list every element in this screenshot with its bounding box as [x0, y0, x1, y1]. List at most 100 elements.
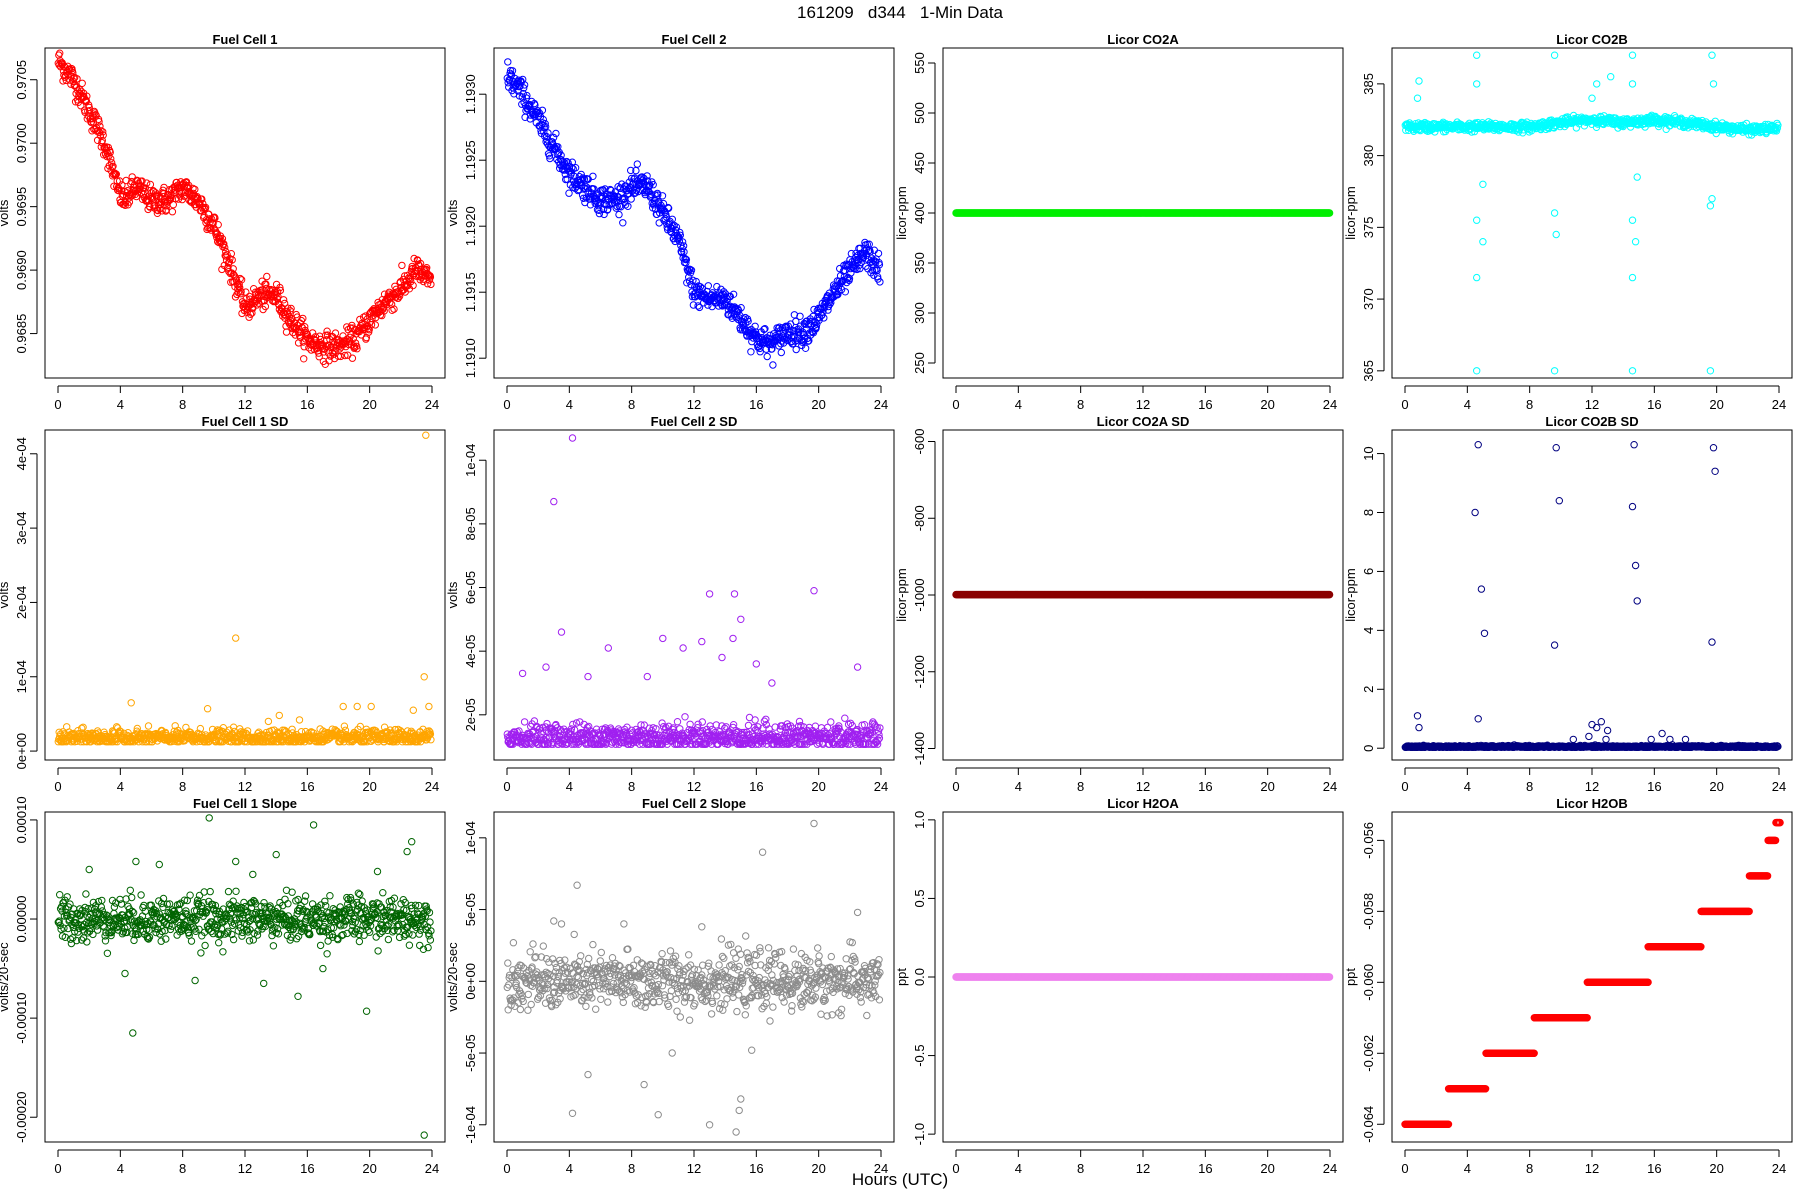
y-tick-label: 0e+00: [14, 733, 29, 770]
data-point: [563, 175, 571, 183]
data-point: [676, 228, 684, 237]
data-point: [281, 311, 290, 319]
data-point: [229, 265, 237, 273]
data-point: [633, 160, 641, 168]
x-axis: 0 4 8 12 16 20 24: [503, 385, 888, 412]
x-tick-label: 0: [1401, 397, 1408, 412]
data-point: [237, 276, 246, 284]
x-tick-label: 24: [874, 397, 888, 412]
data-point: [282, 328, 291, 336]
data-point: [76, 85, 84, 94]
data-point: [568, 434, 577, 442]
data-point: [390, 305, 398, 313]
data-point: [549, 133, 558, 142]
data-point: [696, 283, 705, 291]
data-point: [508, 67, 517, 75]
data-point: [368, 314, 376, 323]
data-point: [627, 195, 635, 203]
data-point: [643, 672, 651, 681]
plot-frame: [1391, 47, 1793, 379]
data-point: [679, 644, 687, 652]
data-point: [56, 49, 64, 57]
data-point: [542, 663, 550, 671]
data-point: [1550, 209, 1559, 217]
x-axis: 0 4 8 12 16 20 24: [54, 385, 439, 412]
data-point: [595, 209, 604, 218]
data-point: [615, 210, 623, 219]
data-point: [686, 265, 694, 274]
data-point: [96, 131, 105, 140]
data-point: [580, 175, 589, 183]
data-point: [672, 223, 681, 231]
y-tick-label: 380: [1361, 145, 1376, 167]
data-point: [761, 325, 769, 333]
data-point: [799, 330, 807, 339]
chart-title: Fuel Cell 2 SD: [651, 414, 738, 429]
data-point: [112, 170, 121, 179]
data-point: [425, 276, 434, 284]
data-point: [584, 672, 592, 681]
data-point: [336, 345, 344, 353]
data-point: [224, 263, 232, 271]
plot-frame: [493, 429, 895, 761]
data-point: [423, 264, 431, 272]
data-point: [407, 277, 415, 286]
data-point: [143, 179, 151, 187]
data-point: [1628, 273, 1637, 282]
data-point: [874, 249, 883, 258]
data-point: [276, 283, 284, 292]
data-point: [275, 711, 283, 720]
data-point: [169, 201, 178, 209]
data-point: [339, 702, 347, 711]
data-point: [1473, 367, 1481, 375]
data-point: [337, 352, 345, 361]
data-point: [1628, 80, 1637, 88]
data-point: [734, 305, 742, 313]
data-point: [1708, 51, 1716, 59]
data-point: [834, 284, 842, 292]
data-point: [341, 351, 349, 360]
data-point: [694, 302, 702, 310]
data-point: [695, 303, 704, 312]
data-points: [54, 431, 435, 746]
data-point: [425, 702, 433, 711]
data-point: [538, 106, 547, 115]
data-point: [154, 206, 162, 215]
data-point: [689, 301, 698, 309]
data-point: [516, 82, 524, 91]
x-tick-label: 12: [687, 397, 701, 412]
data-point: [726, 303, 734, 312]
data-point: [779, 339, 788, 347]
x-tick-label: 24: [425, 397, 439, 412]
y-tick-label: 0.9690: [14, 250, 29, 290]
data-point: [678, 238, 687, 246]
data-point: [611, 192, 619, 201]
data-point: [184, 184, 192, 193]
data-point: [718, 653, 726, 662]
y-tick-label: 500: [912, 102, 927, 124]
data-point: [98, 136, 107, 145]
data-point: [550, 497, 558, 506]
data-point: [168, 208, 177, 216]
data-point: [261, 302, 270, 311]
data-point: [194, 195, 202, 203]
data-point: [586, 201, 595, 209]
chart-title: Licor CO2A: [1107, 32, 1179, 47]
data-point: [122, 176, 130, 185]
data-point: [82, 97, 91, 106]
data-point: [553, 150, 561, 159]
x-tick-label: 8: [628, 779, 635, 794]
data-point: [579, 174, 587, 182]
data-point: [568, 163, 576, 172]
x-tick-label: 16: [300, 779, 314, 794]
data-point: [559, 157, 567, 166]
data-point: [107, 155, 115, 163]
data-point: [876, 278, 884, 286]
chart-title: Fuel Cell 1: [212, 32, 277, 47]
data-point: [426, 273, 435, 281]
x-tick-label: 0: [952, 397, 959, 412]
data-point: [658, 192, 667, 200]
chart-title: Fuel Cell 1 SD: [202, 414, 289, 429]
data-point: [128, 173, 136, 181]
